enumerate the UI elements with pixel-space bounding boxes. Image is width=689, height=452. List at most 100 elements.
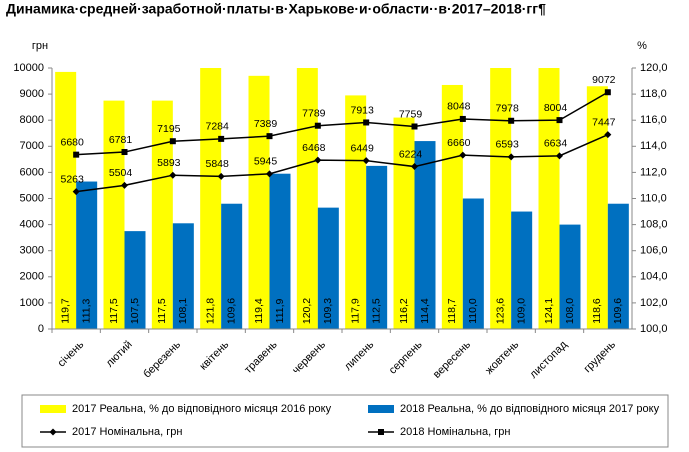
y2-tick-label: 114,0 [640, 140, 667, 152]
x-tick-label: грудень [582, 339, 619, 376]
legend-label: 2017 Реальна, % до відповідного місяця 2… [72, 403, 332, 415]
marker [508, 117, 515, 124]
bar-value-label: 116,2 [398, 298, 410, 324]
x-tick-label: січень [56, 339, 87, 370]
bar-value-label: 108,0 [564, 298, 576, 324]
line [76, 133, 609, 193]
marker [169, 138, 176, 145]
plot-area [55, 68, 629, 329]
x-tick-label: травень [242, 339, 280, 377]
marker [121, 181, 128, 189]
y2-tick-label: 110,0 [640, 192, 667, 204]
marker [604, 89, 611, 96]
point-label: 6468 [302, 142, 326, 154]
x-tick-label: квітень [197, 339, 231, 373]
point-label: 7789 [302, 107, 326, 119]
marker [72, 188, 80, 196]
marker [363, 119, 370, 126]
marker [604, 131, 612, 139]
bar [200, 68, 222, 329]
marker [411, 163, 418, 171]
y-tick-label: 1000 [20, 297, 44, 309]
x-tick-label: вересень [431, 339, 473, 381]
y2-axis-label: % [637, 40, 647, 52]
y-tick-label: 3000 [20, 245, 44, 257]
bar-value-label: 107,5 [129, 298, 141, 324]
legend-swatch [368, 405, 394, 413]
legend-marker [378, 429, 384, 435]
bar-value-label: 121,8 [204, 298, 216, 324]
point-label: 5893 [157, 157, 181, 169]
bar-value-label: 123,6 [494, 298, 506, 324]
bar [296, 68, 318, 329]
y-tick-label: 7000 [20, 140, 44, 152]
marker [362, 157, 370, 165]
bar-value-label: 117,9 [349, 298, 361, 324]
marker [314, 122, 321, 129]
marker [411, 123, 418, 130]
bar-value-label: 118,6 [591, 298, 603, 324]
point-label: 6634 [544, 138, 568, 150]
marker [314, 156, 322, 164]
x-tick-label: березень [141, 339, 183, 381]
legend-label: 2018 Реальна, % до відповідного місяця 2… [400, 403, 660, 415]
bar [538, 68, 560, 329]
bar [607, 203, 629, 329]
bar [441, 84, 463, 329]
y-tick-label: 4000 [20, 219, 44, 231]
bar [103, 100, 125, 329]
y-tick-label: 10000 [13, 62, 44, 74]
point-label: 7389 [254, 118, 278, 130]
bar-value-label: 117,5 [156, 298, 168, 324]
x-tick-label: листопад [528, 338, 571, 381]
bar-value-label: 119,4 [253, 298, 265, 324]
point-label: 9072 [592, 74, 616, 86]
point-label: 7195 [157, 123, 181, 135]
point-label: 8048 [447, 101, 471, 113]
bar [511, 211, 533, 329]
point-label: 7759 [399, 108, 423, 120]
point-label: 7913 [350, 104, 374, 116]
bar-value-label: 119,7 [59, 298, 71, 324]
bar [221, 203, 243, 329]
line [76, 91, 609, 156]
marker [507, 153, 515, 161]
y2-tick-label: 104,0 [640, 271, 668, 283]
legend-swatch [40, 405, 66, 413]
point-label: 8004 [544, 102, 568, 114]
bar-value-label: 109,6 [612, 298, 624, 324]
point-label: 5504 [109, 167, 133, 179]
bar [124, 231, 146, 329]
bar-value-label: 110,0 [467, 298, 479, 324]
point-label: 5263 [60, 173, 84, 185]
legend-box [21, 394, 669, 448]
x-tick-label: серпень [387, 339, 425, 377]
bar [269, 173, 291, 329]
y-tick-label: 5000 [20, 192, 44, 204]
chart-title: Динамика·средней·заработной·платы·в·Харь… [6, 1, 546, 17]
bar-value-label: 109,3 [322, 298, 334, 324]
y-axis-label: грн [32, 40, 48, 52]
y-tick-label: 0 [38, 323, 44, 335]
legend-label: 2018 Номінальна, грн [400, 426, 510, 438]
y2-tick-label: 112,0 [640, 166, 667, 178]
marker [459, 115, 466, 122]
marker [556, 117, 563, 124]
y-tick-label: 8000 [20, 114, 44, 126]
point-label: 7284 [205, 121, 229, 133]
marker [556, 152, 563, 160]
y2-tick-label: 106,0 [640, 245, 668, 257]
y2-tick-label: 108,0 [640, 219, 668, 231]
point-label: 6449 [350, 142, 374, 154]
point-label: 6680 [60, 136, 84, 148]
point-label: 7447 [592, 116, 616, 128]
bar-value-label: 117,5 [108, 298, 120, 324]
marker [217, 172, 225, 180]
marker [121, 149, 128, 156]
bar [248, 75, 270, 329]
bar-value-label: 108,1 [177, 298, 189, 324]
y2-tick-label: 100,0 [640, 323, 668, 335]
bar [55, 71, 77, 329]
y-tick-label: 9000 [20, 88, 44, 100]
